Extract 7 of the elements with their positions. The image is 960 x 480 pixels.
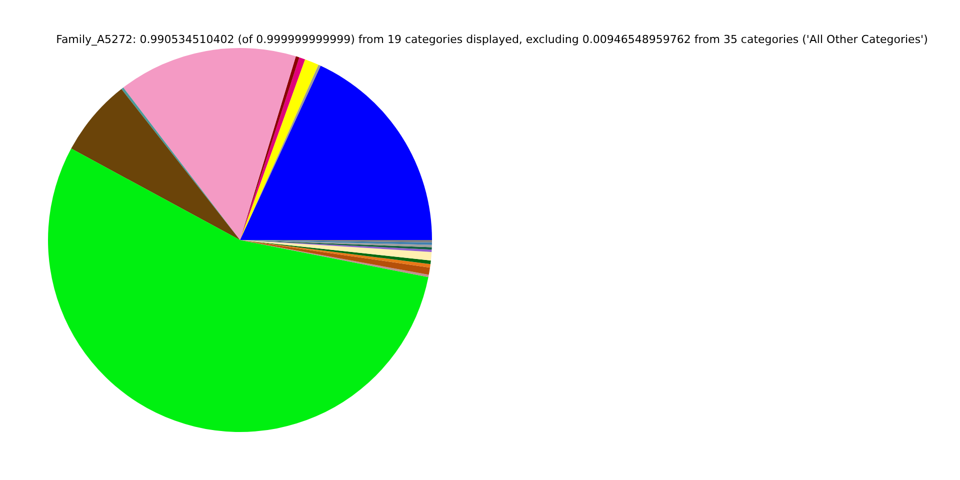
text: Family_A5272: 0.990534510402 (of 0.999999999999) from 19 categories displayed, excluding 0.00946548959762 from 35 categories ('All Other Categories') [56,33,928,46]
pie-slice [123,48,296,240]
pie-slice [48,148,428,432]
pie-slice [71,89,240,240]
pie-slice [121,88,240,240]
pie-slice [240,240,432,260]
pie-slice [240,66,432,240]
